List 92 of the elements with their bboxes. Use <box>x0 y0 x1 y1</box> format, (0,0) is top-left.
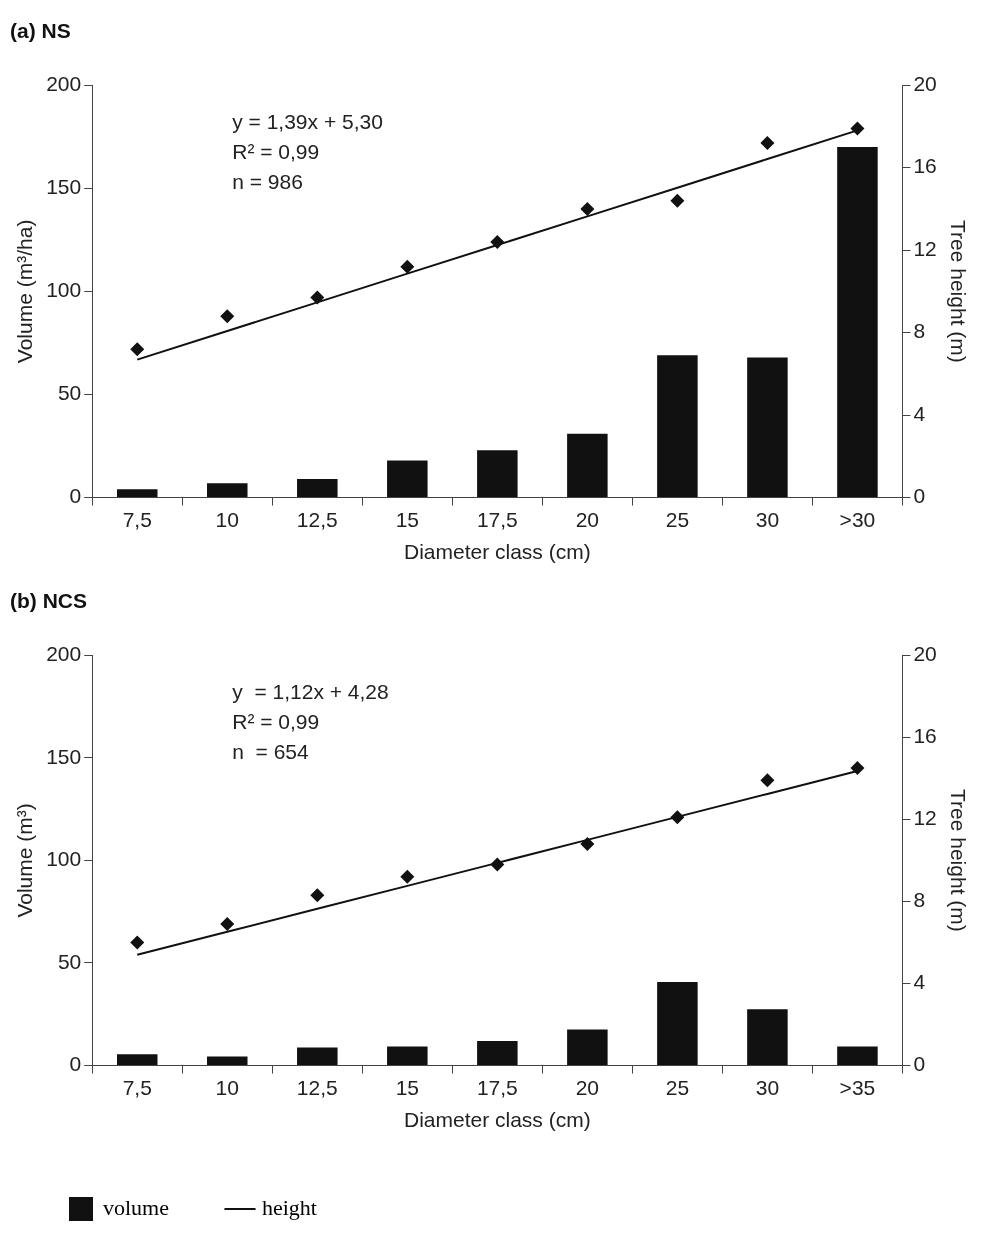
y2-tick-label: 8 <box>913 888 926 912</box>
bar <box>297 1047 338 1066</box>
y2-tick-label: 0 <box>913 484 926 508</box>
y-tick-label: 100 <box>46 278 82 302</box>
annotation: n = 986 <box>232 170 303 194</box>
x-tick-label: 30 <box>755 508 780 531</box>
y-tick-label: 150 <box>46 175 82 199</box>
point <box>760 135 775 150</box>
bar <box>387 460 428 498</box>
point <box>580 836 595 851</box>
x-tick-label: 25 <box>665 1076 690 1099</box>
y2-tick-label: 4 <box>913 401 926 425</box>
x-tick-label: 7,5 <box>122 1076 152 1099</box>
y-tick-label: 200 <box>46 642 82 665</box>
y2-tick-label: 8 <box>913 319 926 343</box>
point <box>130 935 145 950</box>
y-tick-label: 0 <box>69 1052 82 1076</box>
point <box>400 869 415 884</box>
point <box>670 810 685 825</box>
y2-tick-label: 20 <box>913 642 937 665</box>
y-tick-label: 50 <box>57 381 82 405</box>
bar <box>657 355 698 498</box>
bar <box>837 1046 878 1066</box>
x-axis-title: Diameter class (cm) <box>404 540 591 564</box>
x-tick-label: 7,5 <box>122 508 152 531</box>
x-tick-label: 20 <box>575 508 600 531</box>
x-tick-label: 15 <box>395 1076 419 1099</box>
point <box>310 888 325 903</box>
y2-tick-label: 4 <box>913 970 926 994</box>
point <box>220 309 235 324</box>
x-tick-label: 17,5 <box>476 1076 518 1099</box>
y-axis-title: Volume (m³) <box>13 803 37 918</box>
y-tick-label: 50 <box>57 949 82 973</box>
x-tick-label: 30 <box>755 1076 780 1099</box>
x-tick-label: 12,5 <box>296 1076 338 1099</box>
bar <box>747 1009 788 1066</box>
point <box>400 259 415 274</box>
annotation: R² = 0,99 <box>232 140 320 164</box>
point <box>220 917 235 932</box>
bar <box>837 147 878 498</box>
bar <box>116 1054 158 1066</box>
point <box>760 773 775 788</box>
x-tick-label: 10 <box>215 1076 239 1099</box>
bar <box>567 433 608 498</box>
x-axis-title: Diameter class (cm) <box>404 1108 591 1132</box>
point <box>490 857 505 872</box>
y-tick-label: 100 <box>46 847 82 871</box>
point <box>670 193 685 208</box>
annotation: n = 654 <box>232 740 310 764</box>
point <box>580 201 595 216</box>
bar <box>657 982 698 1066</box>
bar <box>477 1040 518 1066</box>
x-tick-label: 20 <box>575 1076 600 1099</box>
bar <box>477 450 518 498</box>
point <box>850 121 865 136</box>
y2-tick-label: 16 <box>913 154 937 178</box>
x-tick-label: 10 <box>215 508 239 531</box>
legend-label: volume <box>103 1194 169 1220</box>
bar <box>297 479 338 498</box>
chart-title: (a) NS <box>10 19 71 43</box>
y2-axis-title: Tree height (m) <box>946 220 970 363</box>
x-tick-label: 15 <box>395 508 419 531</box>
x-tick-label: 17,5 <box>476 508 518 531</box>
y-tick-label: 0 <box>69 484 82 508</box>
y2-axis-title: Tree height (m) <box>946 789 970 932</box>
bar <box>116 489 158 498</box>
y2-tick-label: 20 <box>913 72 937 95</box>
annotation: y = 1,39x + 5,30 <box>232 110 383 134</box>
point <box>130 342 145 357</box>
bar <box>207 483 248 498</box>
x-tick-label: 12,5 <box>296 508 338 531</box>
x-tick-label: >30 <box>839 508 876 531</box>
point <box>850 761 865 776</box>
y2-tick-label: 16 <box>913 724 937 748</box>
bar <box>207 1056 248 1066</box>
bar <box>387 1046 428 1066</box>
point <box>310 290 325 305</box>
annotation: R² = 0,99 <box>232 710 320 734</box>
y-tick-label: 150 <box>46 744 82 768</box>
bar <box>567 1029 608 1066</box>
y2-tick-label: 12 <box>913 236 937 260</box>
bar <box>747 357 788 498</box>
annotation: y = 1,12x + 4,28 <box>232 680 389 704</box>
y-tick-label: 200 <box>46 72 82 95</box>
legend-label: height <box>261 1194 317 1220</box>
y2-tick-label: 0 <box>913 1052 926 1076</box>
x-tick-label: 25 <box>665 508 690 531</box>
y2-tick-label: 12 <box>913 806 937 830</box>
chart-title: (b) NCS <box>10 589 87 613</box>
x-tick-label: >35 <box>839 1076 876 1099</box>
point <box>490 234 505 249</box>
y-axis-title: Volume (m³/ha) <box>13 219 37 364</box>
